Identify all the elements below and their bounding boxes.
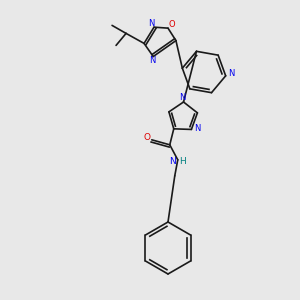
Text: N: N bbox=[169, 157, 176, 166]
Text: H: H bbox=[179, 157, 186, 166]
Text: N: N bbox=[179, 92, 186, 101]
Text: O: O bbox=[169, 20, 175, 28]
Text: N: N bbox=[148, 19, 154, 28]
Text: N: N bbox=[229, 69, 235, 78]
Text: O: O bbox=[143, 133, 150, 142]
Text: N: N bbox=[194, 124, 201, 133]
Text: N: N bbox=[149, 56, 155, 65]
